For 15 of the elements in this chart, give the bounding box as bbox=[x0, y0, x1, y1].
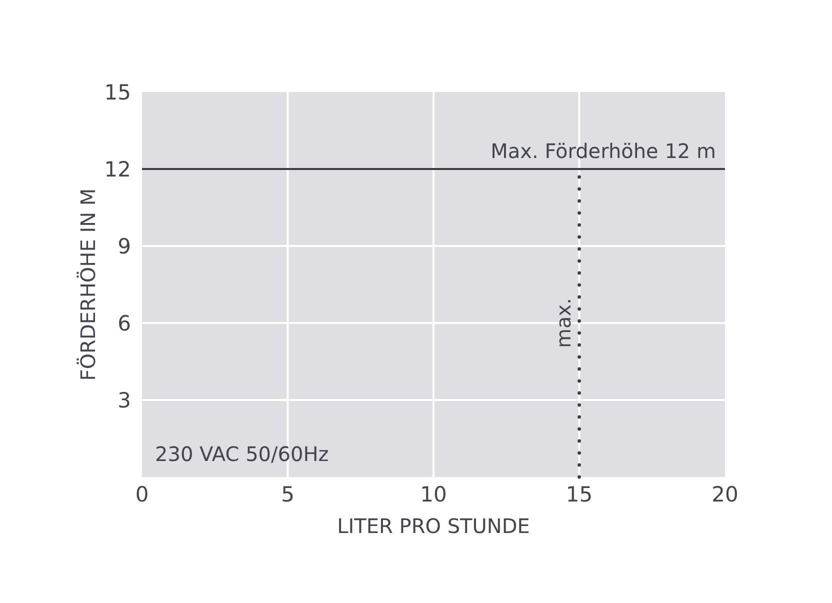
x-tick-label: 10 bbox=[420, 482, 447, 506]
y-tick-label: 3 bbox=[118, 388, 131, 412]
y-tick-label: 12 bbox=[104, 157, 131, 182]
y-tick-label: 9 bbox=[118, 234, 131, 258]
text: max. bbox=[551, 298, 576, 348]
annotation: 230 VAC 50/60Hz bbox=[155, 442, 329, 466]
y-tick-label: 15 bbox=[104, 80, 131, 104]
ref-line-label: Max. Förderhöhe 12 m bbox=[490, 139, 716, 163]
x-tick-label: 15 bbox=[566, 482, 593, 506]
y-tick-label: 6 bbox=[118, 311, 131, 336]
x-tick-label: 20 bbox=[712, 482, 738, 506]
y-axis-title: FÖRDERHÖHE IN M bbox=[76, 188, 100, 381]
x-axis-title: LITER PRO STUNDE bbox=[337, 514, 530, 538]
x-tick-label: 0 bbox=[135, 482, 149, 506]
x-tick-label: 5 bbox=[281, 482, 294, 506]
